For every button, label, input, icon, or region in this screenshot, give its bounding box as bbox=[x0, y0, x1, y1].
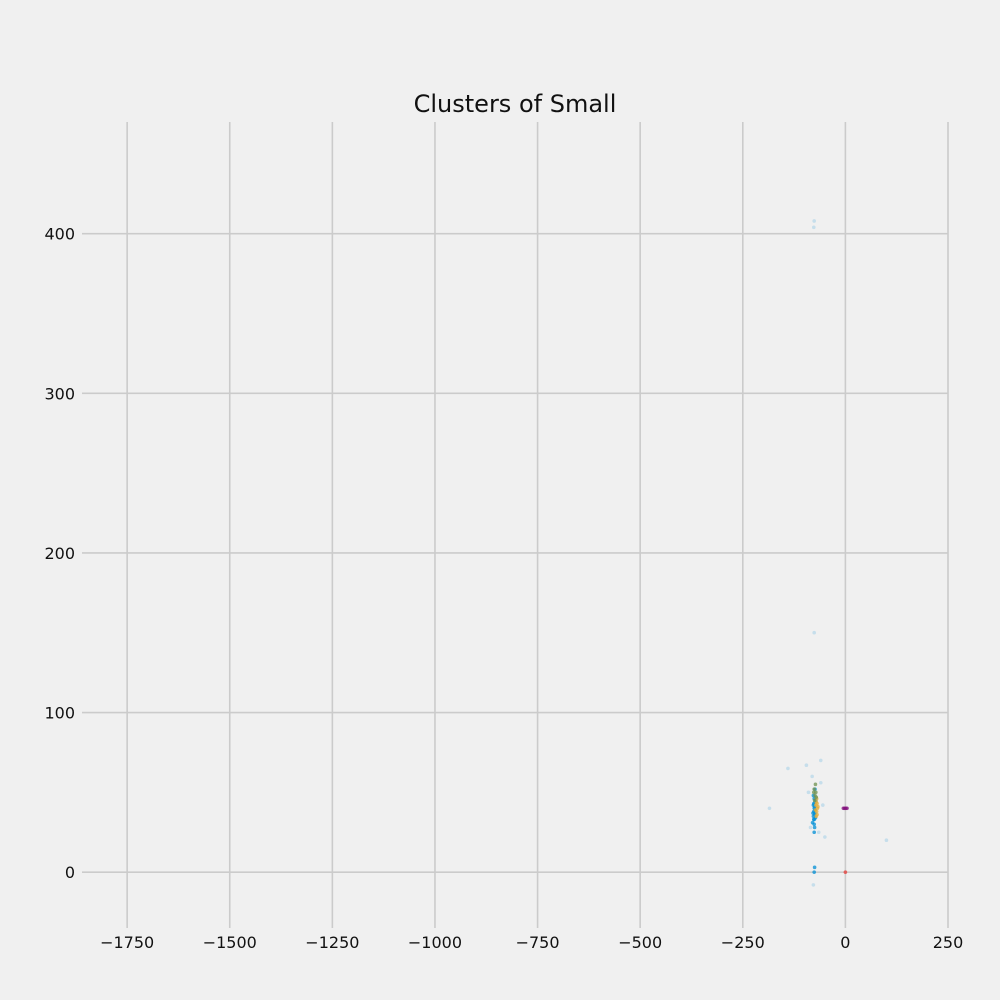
y-tick-label: 200 bbox=[44, 544, 75, 563]
x-tick-label: −750 bbox=[516, 933, 560, 952]
data-point bbox=[811, 883, 816, 887]
data-point bbox=[843, 870, 848, 874]
x-tick-label: −1500 bbox=[203, 933, 257, 952]
chart-title: Clusters of Small bbox=[414, 90, 617, 118]
data-point bbox=[818, 780, 823, 785]
data-point bbox=[812, 219, 817, 223]
y-tick-label: 300 bbox=[44, 384, 75, 403]
y-tick-label: 0 bbox=[65, 863, 75, 882]
data-point bbox=[884, 838, 889, 843]
y-tick-label: 400 bbox=[44, 225, 75, 244]
x-axis-ticks: −1750 −1500 −1250 −1000 −750 −500 −250 0 250 bbox=[100, 933, 963, 952]
data-point bbox=[815, 801, 819, 806]
data-point bbox=[808, 825, 813, 830]
data-point bbox=[811, 790, 816, 795]
grid-lines bbox=[82, 122, 949, 928]
data-point bbox=[816, 804, 820, 809]
x-tick-label: 0 bbox=[840, 933, 850, 952]
data-point bbox=[811, 225, 816, 230]
data-point bbox=[806, 790, 811, 795]
data-point bbox=[804, 763, 809, 768]
data-point bbox=[813, 808, 818, 812]
data-point bbox=[810, 774, 814, 779]
data-point bbox=[812, 825, 817, 830]
data-point bbox=[818, 758, 823, 763]
data-point bbox=[786, 766, 790, 771]
data-point bbox=[811, 817, 816, 822]
x-tick-label: −500 bbox=[618, 933, 662, 952]
data-point bbox=[812, 787, 817, 791]
data-point bbox=[816, 830, 821, 835]
x-tick-label: −250 bbox=[721, 933, 765, 952]
data-point bbox=[821, 803, 825, 807]
data-point bbox=[810, 820, 815, 825]
data-point bbox=[814, 795, 819, 799]
data-point bbox=[812, 798, 817, 803]
data-point bbox=[812, 870, 817, 874]
x-tick-label: −1000 bbox=[408, 933, 462, 952]
data-point bbox=[767, 806, 772, 811]
data-point bbox=[812, 630, 817, 635]
data-point bbox=[812, 865, 817, 870]
x-tick-label: −1250 bbox=[305, 933, 359, 952]
x-tick-label: −1750 bbox=[100, 933, 154, 952]
x-tick-label: 250 bbox=[933, 933, 964, 952]
data-point bbox=[812, 830, 817, 835]
data-point bbox=[814, 814, 819, 819]
y-axis-ticks: 0 100 200 300 400 bbox=[44, 225, 75, 882]
data-point bbox=[813, 782, 818, 787]
y-tick-label: 100 bbox=[44, 704, 75, 723]
data-points bbox=[767, 219, 889, 887]
data-point bbox=[845, 806, 849, 811]
data-point bbox=[823, 835, 827, 839]
